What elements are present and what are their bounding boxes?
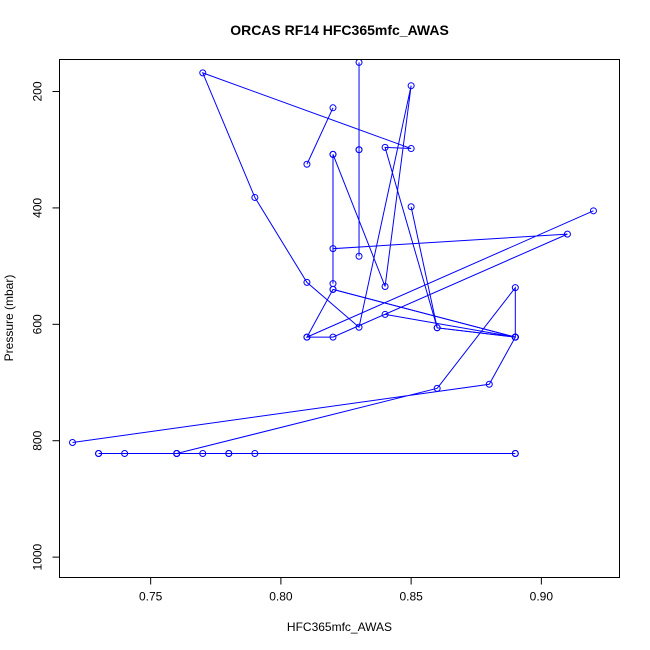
y-axis: 200 400 600 800 1000 — [31, 81, 60, 570]
data-point — [225, 450, 233, 458]
series-line-5 — [384, 313, 516, 338]
x-tick-label: 0.85 — [399, 590, 423, 604]
data-point — [511, 333, 519, 341]
data-point — [485, 380, 493, 388]
data-point — [199, 450, 207, 458]
x-axis-label: HFC365mfc_AWAS — [287, 620, 392, 634]
data-point — [251, 450, 259, 458]
x-tick-label: 0.75 — [139, 590, 163, 604]
data-point — [95, 450, 103, 458]
y-tick-label: 600 — [31, 314, 45, 334]
y-tick-label: 800 — [31, 430, 45, 450]
data-point — [173, 450, 181, 458]
data-point — [329, 333, 337, 341]
data-point — [407, 145, 415, 153]
data-point — [329, 285, 337, 293]
data-point — [251, 193, 259, 201]
x-tick-label: 0.80 — [269, 590, 293, 604]
series-line-7 — [306, 107, 334, 165]
data-point — [329, 245, 337, 253]
y-axis-label: Pressure (mbar) — [2, 275, 16, 362]
data-point — [589, 207, 597, 215]
data-point — [355, 59, 363, 66]
data-point — [199, 69, 207, 77]
series-line-0 — [72, 72, 594, 455]
data-point — [329, 150, 337, 158]
data-point — [381, 143, 389, 151]
data-point — [381, 282, 389, 290]
data-point — [329, 104, 337, 112]
data-point — [511, 284, 519, 292]
chart-title: ORCAS RF14 HFC365mfc_AWAS — [230, 22, 449, 38]
data-point — [303, 278, 311, 286]
data-point — [433, 384, 441, 392]
x-tick-label: 0.90 — [530, 590, 554, 604]
data-point — [355, 146, 363, 154]
y-tick-label: 400 — [31, 198, 45, 218]
data-point — [69, 438, 77, 446]
data-point — [511, 450, 519, 458]
series-line-4 — [410, 206, 516, 338]
y-tick-label: 200 — [31, 81, 45, 101]
data-point — [355, 323, 363, 331]
data-point — [433, 324, 441, 332]
data-point — [303, 160, 311, 168]
data-point — [355, 252, 363, 260]
data-point — [381, 310, 389, 318]
series-line-6 — [332, 288, 516, 338]
plot-frame — [59, 59, 620, 578]
data-point — [407, 82, 415, 90]
x-axis: 0.75 0.80 0.85 0.90 — [139, 577, 554, 604]
data-point — [303, 333, 311, 341]
data-point — [563, 230, 571, 238]
plot-area — [69, 59, 597, 458]
data-point — [121, 450, 129, 458]
data-point — [407, 203, 415, 211]
y-tick-label: 1000 — [31, 543, 45, 570]
